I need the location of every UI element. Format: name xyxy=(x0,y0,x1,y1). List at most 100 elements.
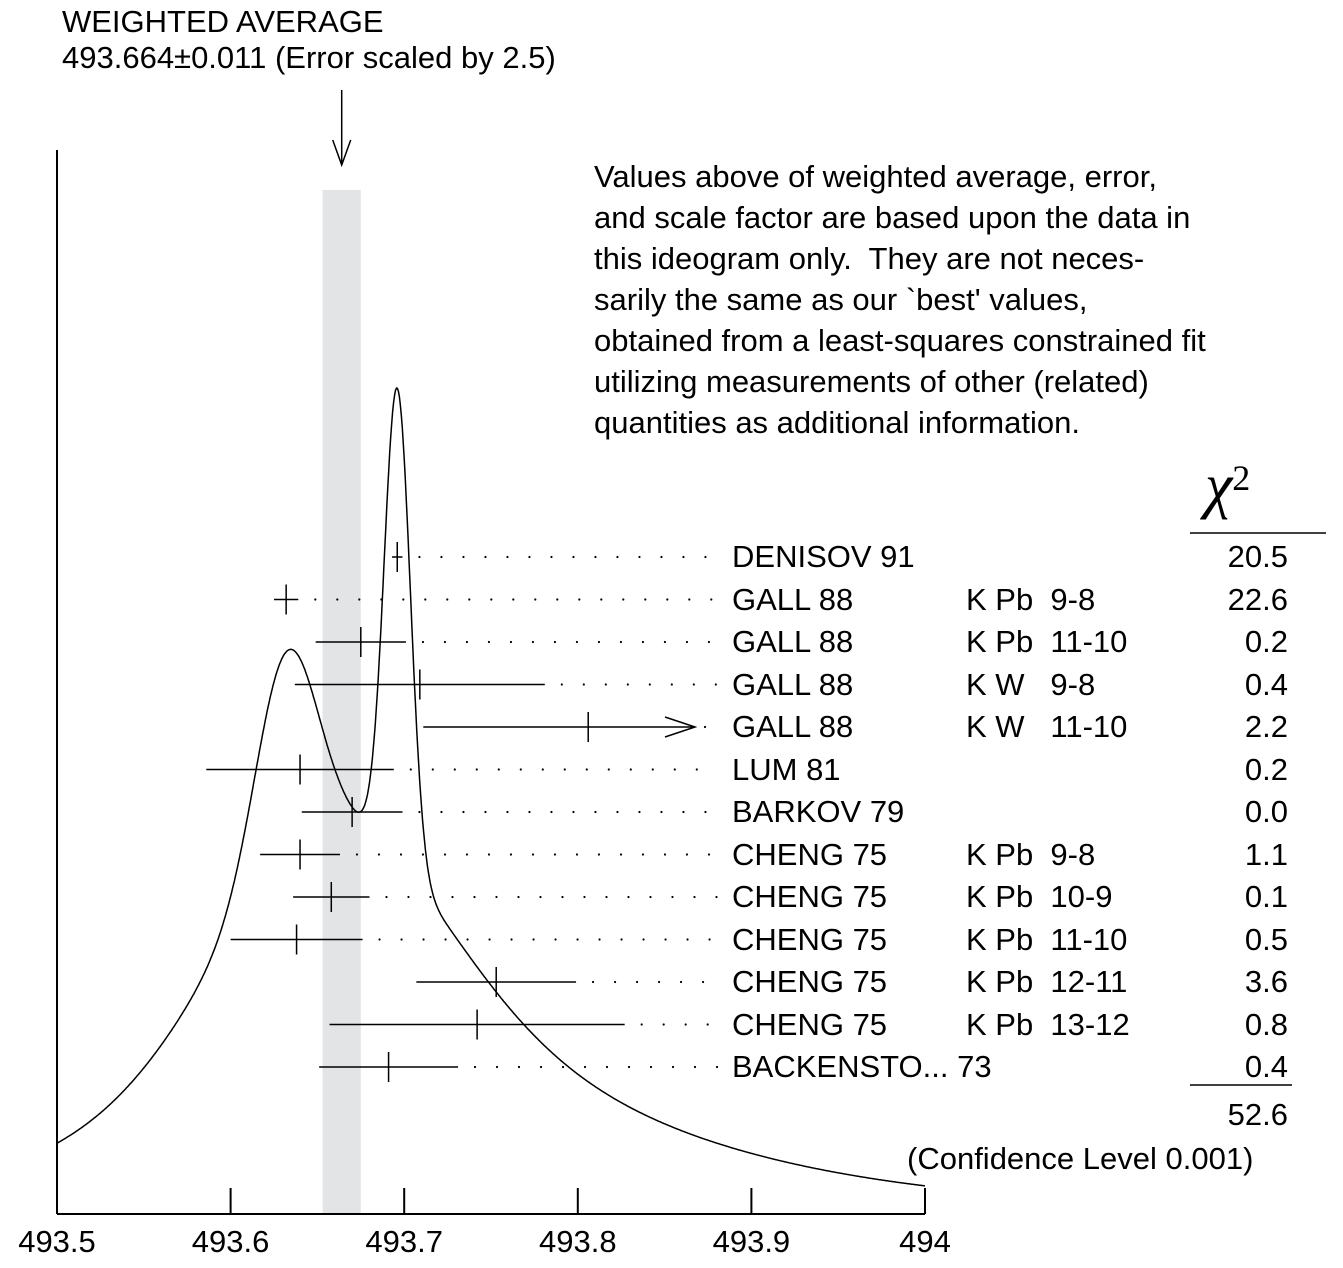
x-tick-label: 493.5 xyxy=(18,1224,96,1259)
leader-dot xyxy=(600,598,603,601)
leader-dot xyxy=(708,938,711,941)
leader-dot xyxy=(440,810,443,814)
leader-dot xyxy=(377,853,381,856)
chi-squared-header: χ2 xyxy=(1205,455,1250,517)
leader-dot xyxy=(642,938,645,941)
leader-dot xyxy=(531,640,535,644)
leader-dot xyxy=(660,810,663,814)
measurement-name: GALL 88 xyxy=(732,666,854,702)
leader-dot xyxy=(497,768,500,771)
leader-dot xyxy=(517,1065,521,1069)
leader-dot xyxy=(701,980,705,984)
leader-dot xyxy=(576,938,579,941)
leader-dot xyxy=(594,555,597,559)
leader-dot xyxy=(704,555,707,559)
leader-dot xyxy=(572,810,575,814)
leader-dot xyxy=(682,555,685,559)
leader-dot xyxy=(531,853,535,856)
chi-exponent: 2 xyxy=(1232,458,1251,498)
measurement-chi2: 1.1 xyxy=(1244,836,1288,872)
leader-dot xyxy=(620,938,623,941)
x-tick-label: 493.6 xyxy=(191,1224,270,1259)
leader-dot xyxy=(553,853,557,856)
measurement-chi2: 0.5 xyxy=(1244,921,1288,957)
leader-dot xyxy=(495,1065,499,1069)
leader-dot xyxy=(575,640,579,644)
leader-dot xyxy=(541,768,544,771)
leader-dot xyxy=(451,895,454,899)
measurement-name: CHENG 75 xyxy=(732,921,888,957)
leader-dot xyxy=(358,598,361,601)
leader-dot xyxy=(509,853,513,856)
measurement-chi2: 0.4 xyxy=(1244,666,1288,702)
measurement-name: CHENG 75 xyxy=(732,964,888,999)
measurement-comment: K Pb 10-9 xyxy=(966,879,1113,914)
leader-dot xyxy=(560,683,563,686)
leader-dot xyxy=(421,640,425,644)
leader-dot xyxy=(336,598,339,601)
measurement-comment: K W 9-8 xyxy=(966,666,1096,702)
leader-dot xyxy=(495,895,498,899)
average-arrow-head xyxy=(331,139,352,168)
weighted-average-value: 493.664±0.011 (Error scaled by 2.5) xyxy=(62,40,556,75)
total-chi2: 52.6 xyxy=(1227,1097,1288,1132)
leader-dot xyxy=(685,853,689,856)
x-tick-label: 494 xyxy=(899,1224,951,1259)
leader-dot xyxy=(673,768,676,771)
leader-dot xyxy=(629,768,632,771)
measurement-comment: K Pb 9-8 xyxy=(966,581,1096,617)
leader-dot xyxy=(418,810,421,814)
leader-dot xyxy=(399,853,403,856)
leader-dot xyxy=(443,640,447,644)
leader-dot xyxy=(378,938,381,941)
chi-symbol: χ xyxy=(1205,452,1233,520)
weighted-average-band xyxy=(322,190,361,1214)
leader-dot xyxy=(626,683,629,686)
leader-dot xyxy=(686,938,689,941)
leader-dot xyxy=(638,555,641,559)
leader-dot xyxy=(563,768,566,771)
leader-dot xyxy=(490,598,493,601)
confidence-level: (Confidence Level 0.001) xyxy=(907,1141,1254,1176)
leader-dot xyxy=(598,938,601,941)
leader-dot xyxy=(402,598,405,601)
x-tick-label: 493.8 xyxy=(539,1224,617,1259)
leader-dot xyxy=(663,853,667,856)
leader-dot xyxy=(692,683,695,686)
leader-dot xyxy=(528,810,531,814)
leader-dot xyxy=(605,1065,609,1069)
leader-dot xyxy=(703,725,707,729)
leader-dot xyxy=(627,895,630,899)
leader-dot xyxy=(585,768,588,771)
leader-dot xyxy=(487,853,491,856)
measurement-chi2: 0.2 xyxy=(1244,751,1288,787)
leader-dot xyxy=(663,640,667,644)
leader-dot xyxy=(561,1065,565,1069)
leader-dot xyxy=(660,555,663,559)
leader-dot xyxy=(553,640,557,644)
leader-dot xyxy=(453,768,456,771)
leader-dot xyxy=(418,555,421,559)
measurement-name: CHENG 75 xyxy=(732,836,888,872)
leader-dot xyxy=(484,810,487,814)
leader-dot xyxy=(556,598,559,601)
leader-dot xyxy=(715,895,718,899)
leader-dot xyxy=(707,853,711,856)
leader-dot xyxy=(509,640,513,644)
leader-dot xyxy=(622,598,625,601)
leader-dot xyxy=(688,598,691,601)
measurement-chi2: 3.6 xyxy=(1244,964,1288,999)
leader-dot xyxy=(648,683,651,686)
leader-dot xyxy=(604,683,607,686)
measurement-chi2: 22.6 xyxy=(1227,581,1288,617)
leader-dot xyxy=(704,810,707,814)
leader-dot xyxy=(539,895,542,899)
measurement-name: LUM 81 xyxy=(732,751,841,787)
measurement-chi2: 0.1 xyxy=(1244,879,1288,914)
measurement-comment: K Pb 13-12 xyxy=(966,1006,1130,1042)
measurement-name: BARKOV 79 xyxy=(732,794,905,829)
measurement-name: DENISOV 91 xyxy=(732,539,915,574)
leader-dot xyxy=(473,895,476,899)
leader-dot xyxy=(314,598,317,601)
